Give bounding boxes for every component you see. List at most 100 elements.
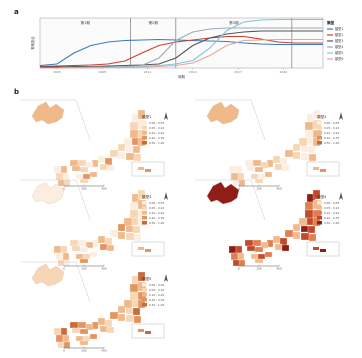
- map-legend-swatch: [142, 221, 147, 225]
- map-panel: 類型1 0.00 - 0.050.05 - 0.100.10 - 0.200.20…: [20, 99, 168, 191]
- north-arrow-icon: [339, 112, 343, 120]
- prefecture-region: [250, 173, 259, 180]
- prefecture-region: [254, 166, 264, 173]
- prefecture-region: [85, 161, 94, 169]
- okinawa-region: [138, 247, 144, 250]
- x-tick-label: 2020: [280, 70, 288, 74]
- prefecture-region: [82, 335, 91, 342]
- prefecture-region: [254, 246, 264, 253]
- legend-title: 類型: [326, 20, 335, 25]
- legend-entry: 類型5: [335, 50, 343, 55]
- map-legend-label: 0.20 - 0.30: [324, 216, 339, 220]
- prefecture-region: [254, 178, 264, 184]
- prefecture-region: [89, 251, 98, 258]
- okinawa-region: [138, 329, 144, 332]
- map-legend-label: 0.30 - 1.00: [149, 221, 164, 225]
- prefecture-region: [312, 109, 321, 120]
- prefecture-region: [79, 178, 89, 184]
- prefecture-region: [106, 326, 115, 334]
- prefecture-region: [125, 307, 134, 315]
- legend-entry: 類型3: [335, 38, 343, 43]
- prefecture-region: [75, 173, 84, 180]
- map-legend-label: 0.05 - 0.10: [149, 126, 164, 130]
- prefecture-region: [307, 145, 316, 154]
- prefecture-region: [77, 321, 87, 329]
- map-legend-swatch: [142, 288, 147, 292]
- prefecture-region: [109, 229, 119, 238]
- map-legend-title: 類型1: [142, 114, 151, 119]
- prefecture-region: [69, 159, 79, 167]
- okinawa-inset-frame: [131, 241, 165, 257]
- prefecture-region: [300, 145, 309, 153]
- scale-label: 200: [81, 349, 87, 353]
- prefecture-region: [133, 315, 142, 324]
- okinawa-region: [320, 249, 326, 252]
- prefecture-region: [60, 245, 68, 254]
- y-axis-label: 累積割合: [30, 36, 35, 50]
- map-legend-swatch: [317, 136, 322, 140]
- prefecture-region: [69, 321, 79, 329]
- okinawa-inset-frame: [306, 241, 340, 257]
- prefecture-region: [129, 129, 139, 139]
- prefecture-region: [304, 209, 314, 219]
- prefecture-region: [272, 235, 281, 244]
- prefecture-region: [252, 239, 262, 247]
- prefecture-region: [244, 239, 254, 247]
- prefecture-region: [60, 165, 68, 174]
- inset-divider: [195, 179, 266, 221]
- map-panel: 類型5 0.00 - 0.050.05 - 0.100.10 - 0.200.20…: [20, 261, 168, 353]
- prefecture-region: [304, 201, 314, 211]
- prefecture-region: [79, 258, 89, 264]
- prefecture-region: [71, 165, 81, 172]
- phase-label: 第2期: [148, 20, 158, 25]
- scale-label: 0: [238, 267, 240, 271]
- map-legend-swatch: [142, 283, 147, 287]
- okinawa-inset-frame: [131, 161, 165, 177]
- map-legend-label: 0.00 - 0.05: [324, 201, 339, 205]
- prefecture-region: [132, 145, 141, 154]
- prefecture-region: [75, 253, 84, 260]
- scale-label: 200: [81, 187, 87, 191]
- series-line: [39, 38, 323, 67]
- prefecture-region: [82, 173, 91, 180]
- prefecture-region: [123, 299, 133, 309]
- prefecture-region: [117, 231, 126, 240]
- prefecture-region: [71, 327, 81, 334]
- prefecture-region: [228, 245, 237, 254]
- scale-label: 400: [101, 349, 107, 353]
- prefecture-region: [109, 149, 119, 158]
- prefecture-region: [284, 149, 294, 158]
- inset-divider: [195, 99, 266, 141]
- map-legend-swatch: [317, 221, 322, 225]
- prefecture-region: [129, 121, 139, 131]
- scale-label: 0: [63, 349, 65, 353]
- map-legend-label: 0.10 - 0.20: [149, 211, 164, 215]
- map-legend-swatch: [142, 141, 147, 145]
- prefecture-region: [244, 159, 254, 167]
- prefecture-region: [246, 165, 256, 172]
- prefecture-region: [237, 252, 245, 261]
- prefecture-region: [97, 235, 106, 244]
- prefecture-region: [304, 121, 314, 131]
- map-legend-swatch: [317, 206, 322, 210]
- prefecture-region: [89, 171, 98, 178]
- map-legend-label: 0.00 - 0.05: [149, 121, 164, 125]
- map-legend-label: 0.20 - 0.30: [324, 136, 339, 140]
- prefecture-region: [125, 145, 134, 153]
- prefecture-region: [292, 151, 301, 160]
- prefecture-region: [250, 253, 259, 260]
- prefecture-region: [85, 323, 94, 331]
- prefecture-region: [292, 231, 301, 240]
- map-legend-label: 0.20 - 0.30: [149, 216, 164, 220]
- map-legend-label: 0.20 - 0.30: [149, 298, 164, 302]
- prefecture-region: [132, 307, 141, 316]
- prefecture-region: [99, 325, 108, 333]
- prefecture-region: [284, 229, 294, 238]
- prefecture-region: [264, 251, 273, 258]
- legend-entry: 類型1: [335, 26, 343, 31]
- x-tick-label: 2017: [234, 70, 242, 74]
- prefecture-region: [252, 159, 262, 167]
- north-arrow-icon: [339, 192, 343, 200]
- scale-label: 400: [101, 267, 107, 271]
